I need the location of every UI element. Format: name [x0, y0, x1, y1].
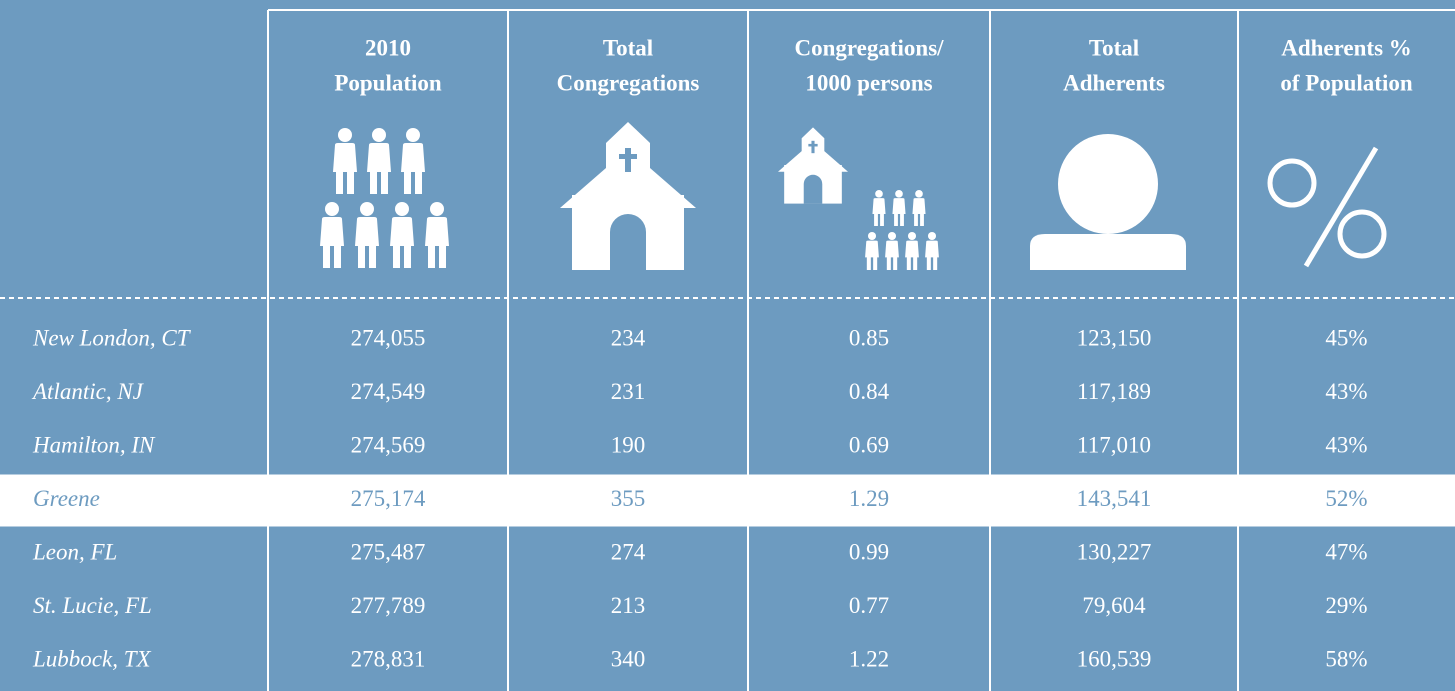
percent-icon: [1267, 146, 1387, 268]
column-header: 2010: [365, 35, 411, 60]
cell: 43%: [1325, 432, 1367, 457]
cell: 160,539: [1077, 646, 1152, 671]
cell: 355: [611, 486, 646, 511]
column-header: of Population: [1280, 70, 1412, 95]
row-label: New London, CT: [32, 325, 192, 350]
cell: 274,549: [351, 379, 426, 404]
adherent-icon: [1030, 134, 1186, 270]
cell: 340: [611, 646, 646, 671]
cell: 213: [611, 593, 646, 618]
cell: 45%: [1325, 325, 1367, 350]
cell: 274,569: [351, 432, 426, 457]
column-header: Congregations: [557, 70, 700, 95]
cell: 1.29: [849, 486, 889, 511]
cell: 190: [611, 432, 646, 457]
cell: 275,487: [351, 539, 426, 564]
cell: 79,604: [1082, 593, 1146, 618]
church-icon: [560, 122, 696, 270]
column-header: 1000 persons: [805, 70, 932, 95]
cell: 47%: [1325, 539, 1367, 564]
column-header: Total: [603, 35, 653, 60]
cell: 234: [611, 325, 646, 350]
column-header: Population: [334, 70, 442, 95]
row-label: Lubbock, TX: [32, 646, 152, 671]
column-header: Total: [1089, 35, 1139, 60]
column-header: Congregations/: [794, 35, 944, 60]
cell: 231: [611, 379, 646, 404]
cell: 117,189: [1077, 379, 1151, 404]
cell: 1.22: [849, 646, 889, 671]
cell: 117,010: [1077, 432, 1151, 457]
column-header: Adherents %: [1281, 35, 1412, 60]
population-icon: [320, 128, 449, 268]
cell: 143,541: [1077, 486, 1152, 511]
cell: 277,789: [351, 593, 426, 618]
cell: 123,150: [1077, 325, 1152, 350]
row-label: St. Lucie, FL: [33, 593, 152, 618]
cell: 43%: [1325, 379, 1367, 404]
cell: 274: [611, 539, 646, 564]
cell: 130,227: [1077, 539, 1152, 564]
cell: 0.77: [849, 593, 889, 618]
column-header: Adherents: [1063, 70, 1165, 95]
cell: 0.99: [849, 539, 889, 564]
row-label: Hamilton, IN: [32, 432, 156, 457]
highlight-band: [0, 474, 1455, 527]
cell: 52%: [1325, 486, 1367, 511]
cell: 58%: [1325, 646, 1367, 671]
cell: 29%: [1325, 593, 1367, 618]
row-label: Leon, FL: [32, 539, 117, 564]
cell: 0.85: [849, 325, 889, 350]
row-label: Greene: [33, 486, 100, 511]
cell: 0.84: [849, 379, 890, 404]
ratio-icon: [778, 127, 939, 270]
cell: 275,174: [351, 486, 426, 511]
cell: 274,055: [351, 325, 426, 350]
cell: 0.69: [849, 432, 889, 457]
row-label: Atlantic, NJ: [31, 379, 145, 404]
cell: 278,831: [351, 646, 426, 671]
